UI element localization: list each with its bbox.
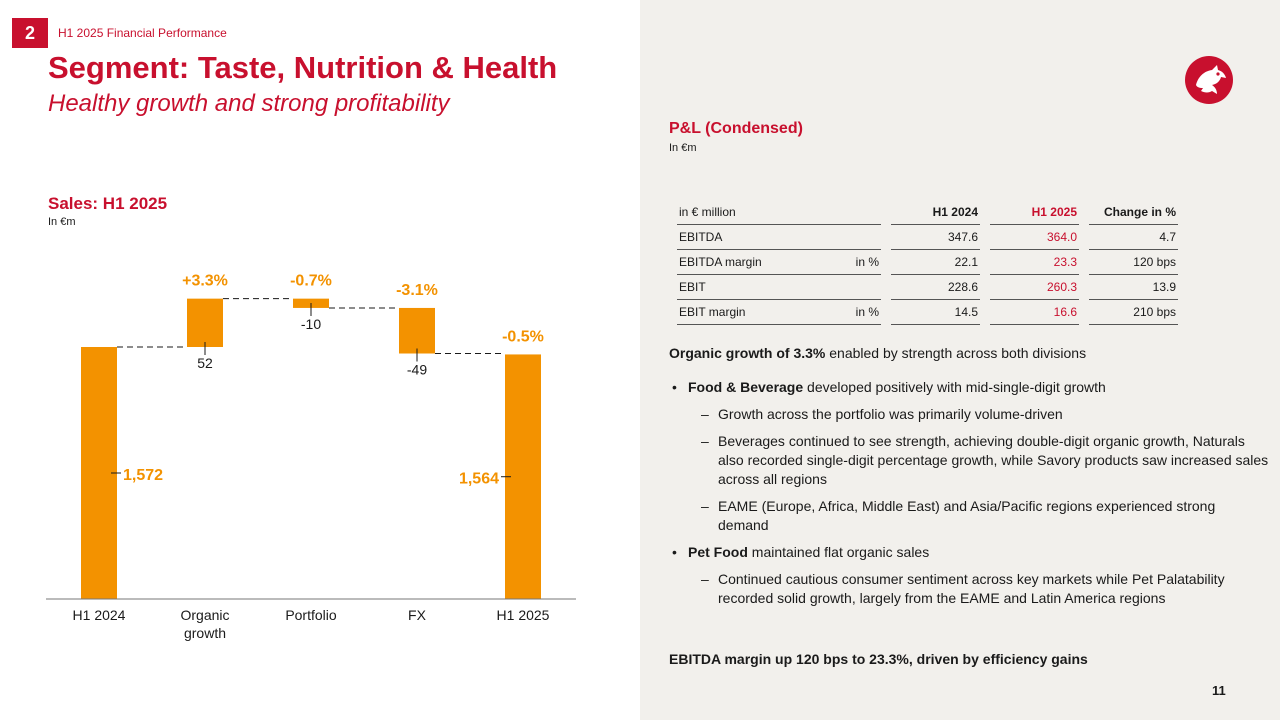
pl-row-name: EBIT margin	[679, 305, 746, 319]
pl-cell-h1-2024: 347.6	[891, 225, 980, 250]
pl-row-name: EBITDA margin	[679, 255, 762, 269]
breadcrumb: H1 2025 Financial Performance	[58, 26, 227, 40]
pl-row-label: EBIT	[677, 275, 881, 300]
pl-cell-change: 120 bps	[1089, 250, 1178, 275]
category-label: H1 2025	[497, 607, 550, 623]
pl-cell-change: 4.7	[1089, 225, 1178, 250]
commentary-lead: Organic growth of 3.3% enabled by streng…	[669, 344, 1269, 363]
value-label: -10	[301, 316, 321, 332]
pl-row-label: EBITDA	[677, 225, 881, 250]
lead-highlight: Organic growth of 3.3%	[669, 345, 826, 361]
page-title: Segment: Taste, Nutrition & Health	[48, 50, 558, 85]
chart-title: Sales: H1 2025	[48, 194, 168, 213]
pl-cell-h1-2025: 16.6	[990, 300, 1079, 325]
bullet-text: maintained flat organic sales	[747, 544, 930, 560]
pl-header-h1-2025: H1 2025	[990, 200, 1079, 225]
bullet-pet-food: Pet Food maintained flat organic sales	[669, 543, 1269, 562]
page-subtitle: Healthy growth and strong profitability	[48, 90, 450, 117]
pl-cell-change: 13.9	[1089, 275, 1178, 300]
pl-header-h1-2024: H1 2024	[891, 200, 980, 225]
percent-label: +3.3%	[182, 273, 228, 290]
page-number: 11	[1212, 683, 1226, 698]
pl-row-ebitda: EBITDA 347.6 364.0 4.7	[677, 225, 1178, 250]
pl-cell-h1-2025: 23.3	[990, 250, 1079, 275]
pl-cell-h1-2025: 260.3	[990, 275, 1079, 300]
percent-label: -3.1%	[396, 282, 438, 299]
pl-header-change: Change in %	[1089, 200, 1178, 225]
category-label: FX	[408, 607, 427, 623]
percent-label: -0.7%	[290, 273, 332, 290]
lead-text: enabled by strength across both division…	[825, 345, 1087, 361]
pl-cell-h1-2024: 14.5	[891, 300, 980, 325]
pl-cell-h1-2024: 22.1	[891, 250, 980, 275]
bullet-highlight: Food & Beverage	[688, 379, 804, 395]
pl-row-unit: in %	[855, 255, 879, 269]
bullet-text: developed positively with mid-single-dig…	[803, 379, 1106, 395]
bullet-highlight: Pet Food	[688, 544, 748, 560]
pl-header-label: in € million	[677, 200, 881, 225]
percent-label: -0.5%	[502, 328, 544, 345]
value-label: 1,564	[459, 471, 499, 488]
sub-bullet: Continued cautious consumer sentiment ac…	[669, 570, 1269, 608]
pl-cell-change: 210 bps	[1089, 300, 1178, 325]
pl-unit: In €m	[669, 142, 697, 154]
pl-header-row: in € million H1 2024 H1 2025 Change in %	[677, 200, 1178, 225]
commentary: Organic growth of 3.3% enabled by streng…	[669, 344, 1269, 616]
pl-cell-h1-2025: 364.0	[990, 225, 1079, 250]
value-label: 1,572	[123, 467, 163, 484]
value-label: -49	[407, 362, 427, 378]
pl-row-name: EBITDA	[679, 230, 723, 244]
sub-bullet: Beverages continued to see strength, ach…	[669, 432, 1269, 489]
waterfall-bar	[399, 307, 435, 354]
category-label: H1 2024	[73, 607, 126, 623]
bullet-food-beverage: Food & Beverage developed positively wit…	[669, 378, 1269, 397]
category-label: growth	[184, 625, 226, 641]
value-label: 52	[197, 355, 213, 371]
category-label: Portfolio	[285, 607, 337, 623]
pl-row-label: EBITDA margin in %	[677, 250, 881, 275]
pl-row-ebit-margin: EBIT margin in % 14.5 16.6 210 bps	[677, 300, 1178, 325]
pl-title: P&L (Condensed)	[669, 120, 803, 137]
pl-table: in € million H1 2024 H1 2025 Change in %…	[667, 200, 1188, 325]
pl-row-name: EBIT	[679, 280, 706, 294]
pl-cell-h1-2024: 228.6	[891, 275, 980, 300]
waterfall-bar	[187, 298, 223, 347]
section-number-badge: 2	[12, 18, 48, 48]
dragon-logo-icon	[1185, 56, 1233, 104]
pl-row-ebit: EBIT 228.6 260.3 13.9	[677, 275, 1178, 300]
sales-waterfall-chart: H1 2024 Organic growth Portfolio FX H1 2025 1,…	[46, 273, 576, 641]
pl-row-label: EBIT margin in %	[677, 300, 881, 325]
category-label: Organic	[180, 607, 229, 623]
sub-bullet: Growth across the portfolio was primaril…	[669, 405, 1269, 424]
pl-row-unit: in %	[855, 305, 879, 319]
pl-row-ebitda-margin: EBITDA margin in % 22.1 23.3 120 bps	[677, 250, 1178, 275]
commentary-conclusion: EBITDA margin up 120 bps to 23.3%, drive…	[669, 651, 1088, 667]
chart-unit: In €m	[48, 216, 76, 228]
sub-bullet: EAME (Europe, Africa, Middle East) and A…	[669, 497, 1269, 535]
